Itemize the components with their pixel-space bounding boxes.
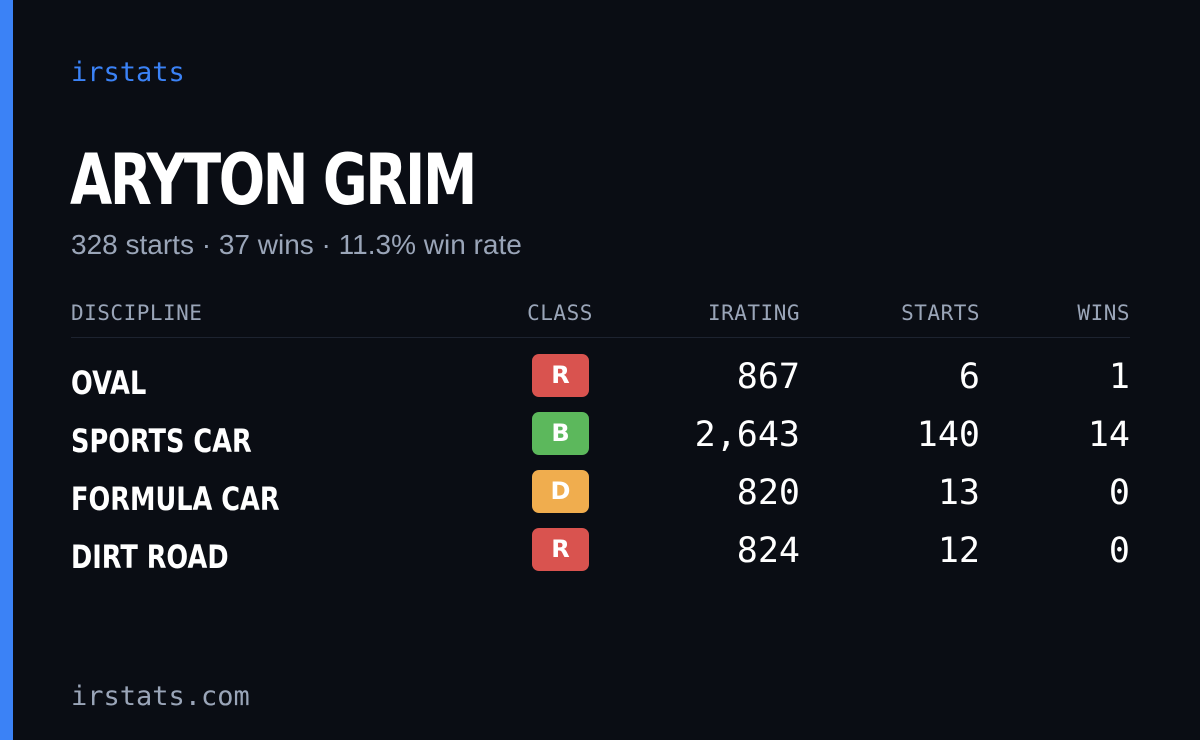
class-badge: B bbox=[532, 412, 589, 455]
irating-value: 820 bbox=[736, 473, 800, 513]
accent-bar bbox=[0, 0, 13, 740]
header-irating: IRATING bbox=[707, 301, 800, 325]
discipline-name: OVAL bbox=[71, 364, 147, 402]
class-badge: R bbox=[532, 528, 589, 571]
header-wins: WINS bbox=[1077, 301, 1130, 325]
table-body: OVAL R 867 6 1 SPORTS CAR B 2,643 140 14… bbox=[0, 349, 1200, 581]
player-name: ARYTON GRIM bbox=[70, 139, 477, 221]
irating-value: 867 bbox=[736, 357, 800, 397]
header-divider bbox=[71, 337, 1130, 338]
discipline-name: FORMULA CAR bbox=[71, 480, 280, 518]
table-row: FORMULA CAR D 820 13 0 bbox=[0, 465, 1200, 523]
wins-value: 1 bbox=[1108, 357, 1130, 397]
starts-value: 140 bbox=[916, 415, 980, 455]
wins-value: 0 bbox=[1108, 473, 1130, 513]
wins-value: 14 bbox=[1087, 415, 1130, 455]
class-badge: R bbox=[532, 354, 589, 397]
player-summary: 328 starts · 37 wins · 11.3% win rate bbox=[71, 229, 522, 260]
irating-value: 2,643 bbox=[694, 415, 800, 455]
brand-logo-text[interactable]: irstats bbox=[71, 57, 185, 88]
table-row: OVAL R 867 6 1 bbox=[0, 349, 1200, 407]
table-row: SPORTS CAR B 2,643 140 14 bbox=[0, 407, 1200, 465]
header-discipline: DISCIPLINE bbox=[71, 301, 203, 325]
irating-value: 824 bbox=[736, 531, 800, 571]
table-row: DIRT ROAD R 824 12 0 bbox=[0, 523, 1200, 581]
footer-url[interactable]: irstats.com bbox=[71, 681, 250, 712]
starts-value: 6 bbox=[958, 357, 980, 397]
wins-value: 0 bbox=[1108, 531, 1130, 571]
class-badge: D bbox=[532, 470, 589, 513]
discipline-name: DIRT ROAD bbox=[71, 538, 229, 576]
discipline-name: SPORTS CAR bbox=[71, 422, 252, 460]
starts-value: 13 bbox=[937, 473, 980, 513]
starts-value: 12 bbox=[937, 531, 980, 571]
header-starts: STARTS bbox=[901, 301, 980, 325]
header-class: CLASS bbox=[527, 301, 593, 325]
